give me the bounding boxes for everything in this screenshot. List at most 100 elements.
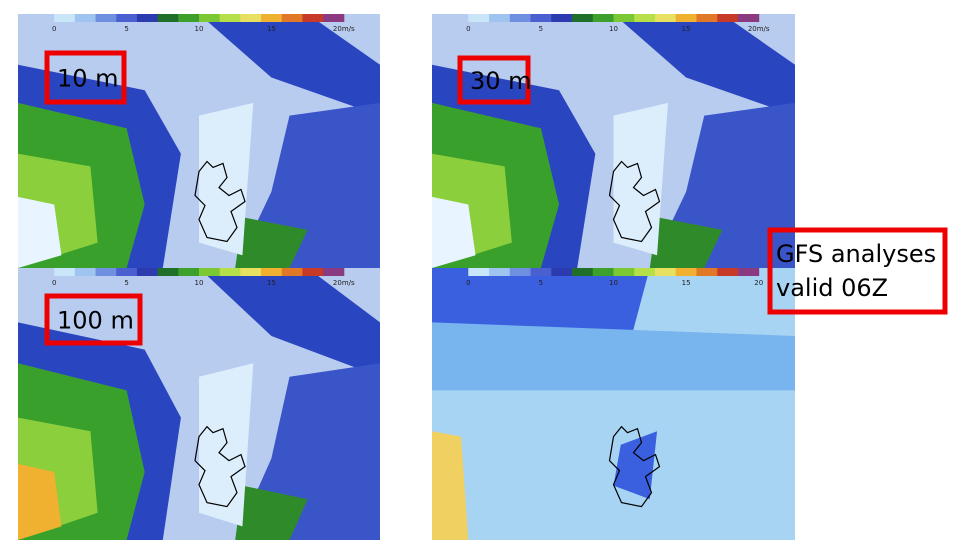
colorbar-segment [302, 14, 324, 22]
colorbar-segment [178, 268, 200, 276]
colorbar-segment [737, 268, 760, 276]
colorbar-segment [592, 14, 614, 22]
colorbar-segment [551, 14, 573, 22]
panel-label: 30 m [470, 67, 532, 95]
caption-box [767, 227, 948, 315]
wind-region [649, 217, 723, 268]
colorbar-segment [572, 268, 594, 276]
colorbar-label: 20m/s [333, 25, 355, 33]
coastline [608, 425, 661, 508]
colorbar-label: 15 [267, 279, 276, 287]
colorbar-segment [634, 268, 656, 276]
colorbar-segment [489, 14, 511, 22]
colorbar-segment [240, 268, 262, 276]
colorbar-segment [737, 14, 760, 22]
colorbar-segment [281, 14, 303, 22]
colorbar-segment [136, 14, 159, 22]
wind-region [432, 196, 476, 268]
colorbar-label: 10 [609, 279, 618, 287]
colorbar-segment [675, 268, 697, 276]
colorbar-label: 5 [124, 279, 128, 287]
colorbar-label: 0 [466, 25, 470, 33]
colorbar-label: 0 [52, 25, 56, 33]
colorbar-segment [95, 14, 117, 22]
colorbar-segment [323, 14, 345, 22]
colorbar-label: 0 [52, 279, 56, 287]
colorbar-segment [199, 268, 221, 276]
map-panel: 0 5 10 15 20m/s [432, 14, 795, 268]
wind-region [235, 217, 308, 268]
coastline [194, 425, 246, 508]
colorbar-segment [261, 14, 283, 22]
label-box [44, 293, 143, 346]
colorbar-segment [654, 268, 677, 276]
colorbar-segment [95, 268, 117, 276]
colorbar-label: 10 [195, 279, 204, 287]
colorbar-segment [219, 14, 241, 22]
colorbar-segment [157, 14, 179, 22]
colorbar-segment [157, 268, 179, 276]
map-panel: 0 5 10 15 20m/s [18, 268, 380, 540]
colorbar-segment [136, 268, 159, 276]
coastline [194, 160, 246, 243]
colorbar-segment [199, 14, 221, 22]
colorbar-label: 15 [267, 25, 276, 33]
colorbar-label: 15 [682, 279, 691, 287]
colorbar-segment [261, 268, 283, 276]
wind-region [432, 431, 469, 540]
colorbar-label: 5 [539, 279, 543, 287]
colorbar-segment [468, 268, 490, 276]
colorbar-segment [116, 268, 138, 276]
wind-region [235, 485, 308, 540]
colorbar-segment [696, 14, 718, 22]
wind-region [432, 268, 650, 336]
colorbar-segment [551, 268, 573, 276]
colorbar-segment [178, 14, 200, 22]
colorbar-segment [240, 14, 262, 22]
wind-region [199, 363, 254, 527]
wind-region [18, 463, 62, 540]
colorbar-segment [613, 14, 635, 22]
wind-region [613, 14, 795, 116]
colorbar-label: 20 [754, 279, 763, 287]
colorbar-segment [509, 14, 532, 22]
colorbar-segment [634, 14, 656, 22]
colorbar-segment [613, 268, 635, 276]
colorbar-segment [654, 14, 677, 22]
wind-region [18, 196, 62, 268]
wind-region [432, 322, 795, 391]
colorbar-segment [74, 268, 97, 276]
colorbar-label: 20m/s [333, 279, 355, 287]
colorbar-segment [530, 268, 552, 276]
label-box [44, 50, 127, 105]
colorbar-segment [675, 14, 697, 22]
map-panel: 0 5 10 15 20m/s [18, 14, 380, 268]
colorbar-label: 5 [539, 25, 543, 33]
colorbar-segment [74, 14, 97, 22]
colorbar-segment [592, 268, 614, 276]
colorbar-label: 15 [682, 25, 691, 33]
colorbar-label: 20m/s [748, 25, 770, 33]
wind-region [613, 431, 658, 500]
map-panel: 0 5 10 15 20 [432, 268, 795, 540]
colorbar-segment [530, 14, 552, 22]
coastline [608, 160, 661, 243]
colorbar-segment [717, 14, 739, 22]
colorbar-segment [696, 268, 718, 276]
colorbar-segment [219, 268, 241, 276]
colorbar-segment [572, 14, 594, 22]
colorbar-segment [116, 14, 138, 22]
panel-label: 10 m [57, 65, 119, 93]
colorbar-segment [281, 268, 303, 276]
label-box [457, 55, 531, 105]
colorbar-segment [489, 268, 511, 276]
colorbar-segment [323, 268, 345, 276]
colorbar-segment [302, 268, 324, 276]
colorbar-label: 5 [124, 25, 128, 33]
colorbar-segment [509, 268, 532, 276]
caption-line: valid 06Z [776, 274, 888, 302]
colorbar-segment [468, 14, 490, 22]
wind-region [199, 14, 380, 116]
colorbar-segment [717, 268, 739, 276]
colorbar-label: 10 [195, 25, 204, 33]
